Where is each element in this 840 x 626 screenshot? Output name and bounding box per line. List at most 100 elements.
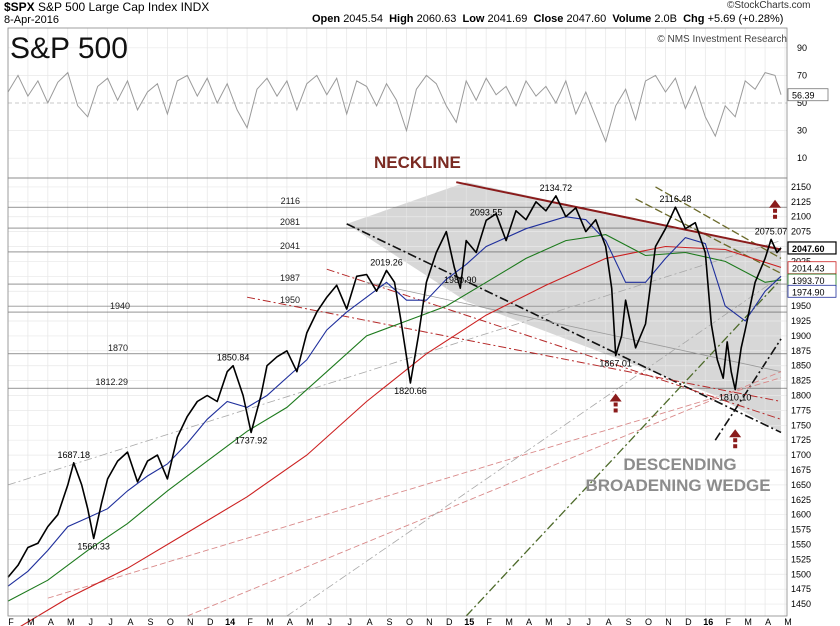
frame	[7, 27, 788, 617]
low-value: 2041.69	[487, 13, 528, 25]
trendline	[246, 296, 782, 402]
neckline-label: NECKLINE	[374, 153, 461, 172]
value-badge-label: 1974.90	[792, 287, 825, 297]
x-tick-label: D	[685, 617, 692, 626]
price-line	[7, 195, 782, 578]
x-tick-label: A	[606, 617, 612, 626]
rsi-line	[7, 71, 782, 144]
wedge-area	[346, 182, 782, 433]
ma-green-line	[7, 234, 782, 602]
y-tick-label: 2100	[791, 212, 811, 222]
high-label: High	[389, 13, 414, 25]
x-tick-label: F	[8, 617, 14, 626]
neckline-line	[456, 181, 782, 251]
x-tick-label: O	[406, 617, 413, 626]
x-tick-label: 16	[703, 617, 713, 626]
rsi-value-label: 56.39	[792, 91, 815, 101]
y-tick-label: 2125	[791, 197, 811, 207]
rsi-tick-label: 30	[797, 126, 807, 136]
x-tick-label: J	[88, 617, 93, 626]
panel-title: S&P 500	[10, 32, 128, 65]
x-tick-label: O	[167, 617, 174, 626]
x-tick-label: J	[347, 617, 352, 626]
y-tick-label: 1450	[791, 599, 811, 609]
trendline	[187, 371, 782, 617]
rsi-tick-label: 90	[797, 43, 807, 53]
point-label: 1560.33	[77, 542, 110, 552]
y-tick-label: 1500	[791, 569, 811, 579]
x-tick-label: N	[665, 617, 672, 626]
y-tick-label: 1825	[791, 376, 811, 386]
point-labels: 1687.18 1560.33 1850.84 1737.92 2019.26 1820.…	[57, 183, 787, 552]
y-tick-label: 1600	[791, 510, 811, 520]
x-tick-label: F	[725, 617, 731, 626]
point-label: 2134.72	[540, 183, 573, 193]
trendline	[7, 240, 782, 486]
x-tick-label: M	[27, 617, 35, 626]
level-label: 2116	[281, 196, 300, 206]
open-value: 2045.54	[343, 13, 383, 25]
point-label: 2093.55	[470, 207, 503, 217]
arrow-stem	[613, 402, 618, 407]
volume-label: Volume	[612, 13, 652, 25]
axes: F M A M J J A S O N D 14 F M A M J J A S O N D 15 F M A M J J A S O N D 16 F…	[8, 43, 837, 626]
pattern-label-line2: BROADENING WEDGE	[585, 476, 770, 495]
low-label: Low	[462, 13, 485, 25]
y-tick-label: 1850	[791, 361, 811, 371]
y-tick-label: 1775	[791, 405, 811, 415]
y-tick-label: 1675	[791, 465, 811, 475]
point-label: 1867.01	[599, 359, 632, 369]
copyright-text: © NMS Investment Research	[657, 34, 787, 45]
x-tick-label: N	[426, 617, 433, 626]
stockcharts-watermark: ©StockCharts.com	[727, 0, 811, 11]
y-tick-label: 1750	[791, 420, 811, 430]
level-label: 1940	[110, 301, 130, 311]
up-arrow-icon	[769, 199, 782, 208]
y-tick-label: 1900	[791, 331, 811, 341]
volume-value: 2.0B	[654, 13, 677, 25]
x-tick-label: J	[587, 617, 592, 626]
level-label: 1812.29	[95, 377, 128, 387]
high-value: 2060.63	[416, 13, 457, 25]
x-tick-label: A	[367, 617, 373, 626]
trendline	[47, 377, 782, 599]
trendlines	[7, 181, 782, 617]
trendline	[346, 223, 782, 434]
trendline	[714, 338, 782, 441]
pattern-label-line1: DESCENDING	[623, 455, 736, 474]
trendline	[286, 275, 782, 617]
x-tick-label: O	[645, 617, 652, 626]
x-tick-label: S	[626, 617, 632, 626]
point-label: 2116.48	[659, 194, 691, 204]
point-label: 1687.18	[57, 450, 90, 460]
series	[7, 71, 782, 626]
y-tick-label: 1950	[791, 301, 811, 311]
point-label: 1980.90	[444, 275, 477, 285]
value-badge	[787, 241, 837, 255]
rsi-tick-label: 70	[797, 70, 807, 80]
y-tick-label: 1575	[791, 525, 811, 535]
x-tick-label: S	[147, 617, 153, 626]
close-label: Close	[533, 13, 564, 25]
rsi-tick-label: 50	[797, 98, 807, 108]
value-badge-label: 2014.43	[792, 264, 825, 274]
symbol-exchange: INDX	[180, 0, 210, 14]
ohlc-summary: Open 2045.54 High 2060.63 Low 2041.69 Cl…	[312, 13, 783, 25]
x-tick-label: A	[287, 617, 293, 626]
chart-symbol: $SPX S&P 500 Large Cap Index INDX	[4, 0, 209, 14]
y-tick-label: 1925	[791, 316, 811, 326]
x-tick-label: J	[567, 617, 572, 626]
horizontal-levels: 2116 2081 2041 1987 1950 1940 1870 1812.29	[8, 196, 787, 389]
x-tick-label: M	[306, 617, 314, 626]
point-label: 1850.84	[217, 353, 250, 363]
y-tick-label: 1550	[791, 539, 811, 549]
x-tick-label: J	[108, 617, 113, 626]
level-label: 2041	[280, 241, 300, 251]
symbol-text: $SPX	[4, 0, 35, 14]
rsi-tick-label: 10	[797, 153, 807, 163]
x-tick-label: N	[187, 617, 194, 626]
level-label: 2081	[280, 217, 300, 227]
chart-date: 8-Apr-2016	[4, 14, 60, 26]
y-tick-label: 1650	[791, 480, 811, 490]
close-value: 2047.60	[566, 13, 607, 25]
